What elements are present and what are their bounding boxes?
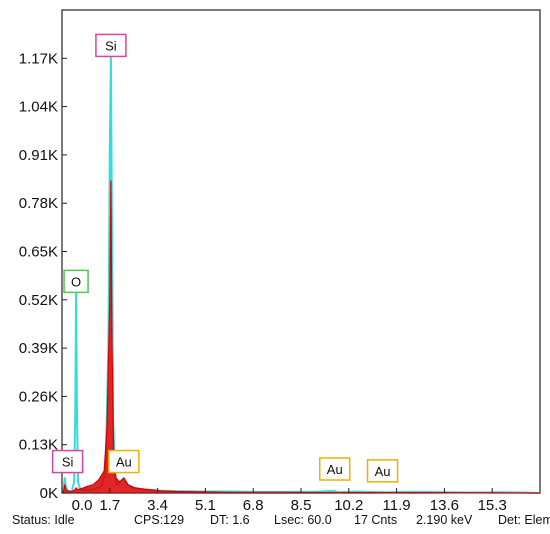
y-tick-label: 0.91K xyxy=(19,147,58,164)
y-tick-label: 1.17K xyxy=(19,50,58,67)
element-label-box xyxy=(95,33,127,58)
element-label-text: Au xyxy=(116,455,132,470)
x-tick-label: 8.5 xyxy=(291,497,312,514)
y-tick-label: 0.65K xyxy=(19,244,58,261)
y-tick-label: 0.78K xyxy=(19,195,58,212)
status-cps: CPS:129 xyxy=(134,513,185,527)
element-label: Au xyxy=(366,459,399,483)
x-tick-label: 3.4 xyxy=(147,497,168,514)
element-label: Au xyxy=(108,449,140,474)
element-label-text: Si xyxy=(105,38,117,53)
element-label: Si xyxy=(51,449,84,474)
y-tick-label: 0.13K xyxy=(19,437,58,454)
element-label-text: Si xyxy=(62,455,74,470)
x-tick-label: 0.0 xyxy=(72,497,93,514)
x-tick-label: 13.6 xyxy=(430,497,459,514)
y-tick-label: 1.04K xyxy=(19,99,58,116)
x-tick-label: 15.3 xyxy=(478,497,507,514)
element-label-box xyxy=(366,459,399,483)
plot-frame xyxy=(61,9,541,494)
status-lsec: Lsec: 60.0 xyxy=(274,513,332,527)
x-tick-label: 10.2 xyxy=(334,497,363,514)
status-state: Status: Idle xyxy=(12,513,75,527)
y-tick-label: 0K xyxy=(40,485,58,502)
y-tick-label: 0.39K xyxy=(19,340,58,357)
x-axis-ticks: 0.0 1.7 3.4 5.1 6.8 8.5 10.2 11.9 13.6 15.3 xyxy=(61,488,507,514)
status-energy: 2.190 keV xyxy=(416,513,473,527)
element-label: Au xyxy=(318,457,351,481)
element-label-box xyxy=(108,449,140,474)
element-label-box xyxy=(51,449,84,474)
element-label-text: Au xyxy=(375,464,391,479)
element-label-text: Au xyxy=(327,462,343,477)
x-tick-label: 11.9 xyxy=(383,497,411,514)
element-labels: Si O Si Au Au Au xyxy=(51,33,399,483)
series-line-0 xyxy=(61,53,541,494)
x-tick-label: 5.1 xyxy=(195,497,216,514)
status-bar: Status: Idle CPS:129 DT: 1.6 Lsec: 60.0 … xyxy=(12,513,550,531)
series-layer xyxy=(61,53,541,494)
x-tick-label: 1.7 xyxy=(99,497,120,514)
status-det: Det: Element xyxy=(498,513,550,527)
series-line-1 xyxy=(61,180,541,494)
status-counts: 17 Cnts xyxy=(354,513,398,527)
element-label-box xyxy=(63,269,89,294)
y-axis-ticks: 0K 0.13K 0.26K 0.39K 0.52K 0.65K 0.78K 0.91K 1.0… xyxy=(19,50,67,502)
series-fill-1 xyxy=(62,180,540,493)
element-label: Si xyxy=(95,33,127,58)
y-tick-label: 0.52K xyxy=(19,292,58,309)
status-dt: DT: 1.6 xyxy=(210,513,250,527)
element-label-box xyxy=(318,457,351,481)
x-tick-label: 6.8 xyxy=(243,497,264,514)
element-label-text: O xyxy=(71,274,81,289)
element-label: O xyxy=(63,269,89,294)
y-tick-label: 0.26K xyxy=(19,388,58,405)
